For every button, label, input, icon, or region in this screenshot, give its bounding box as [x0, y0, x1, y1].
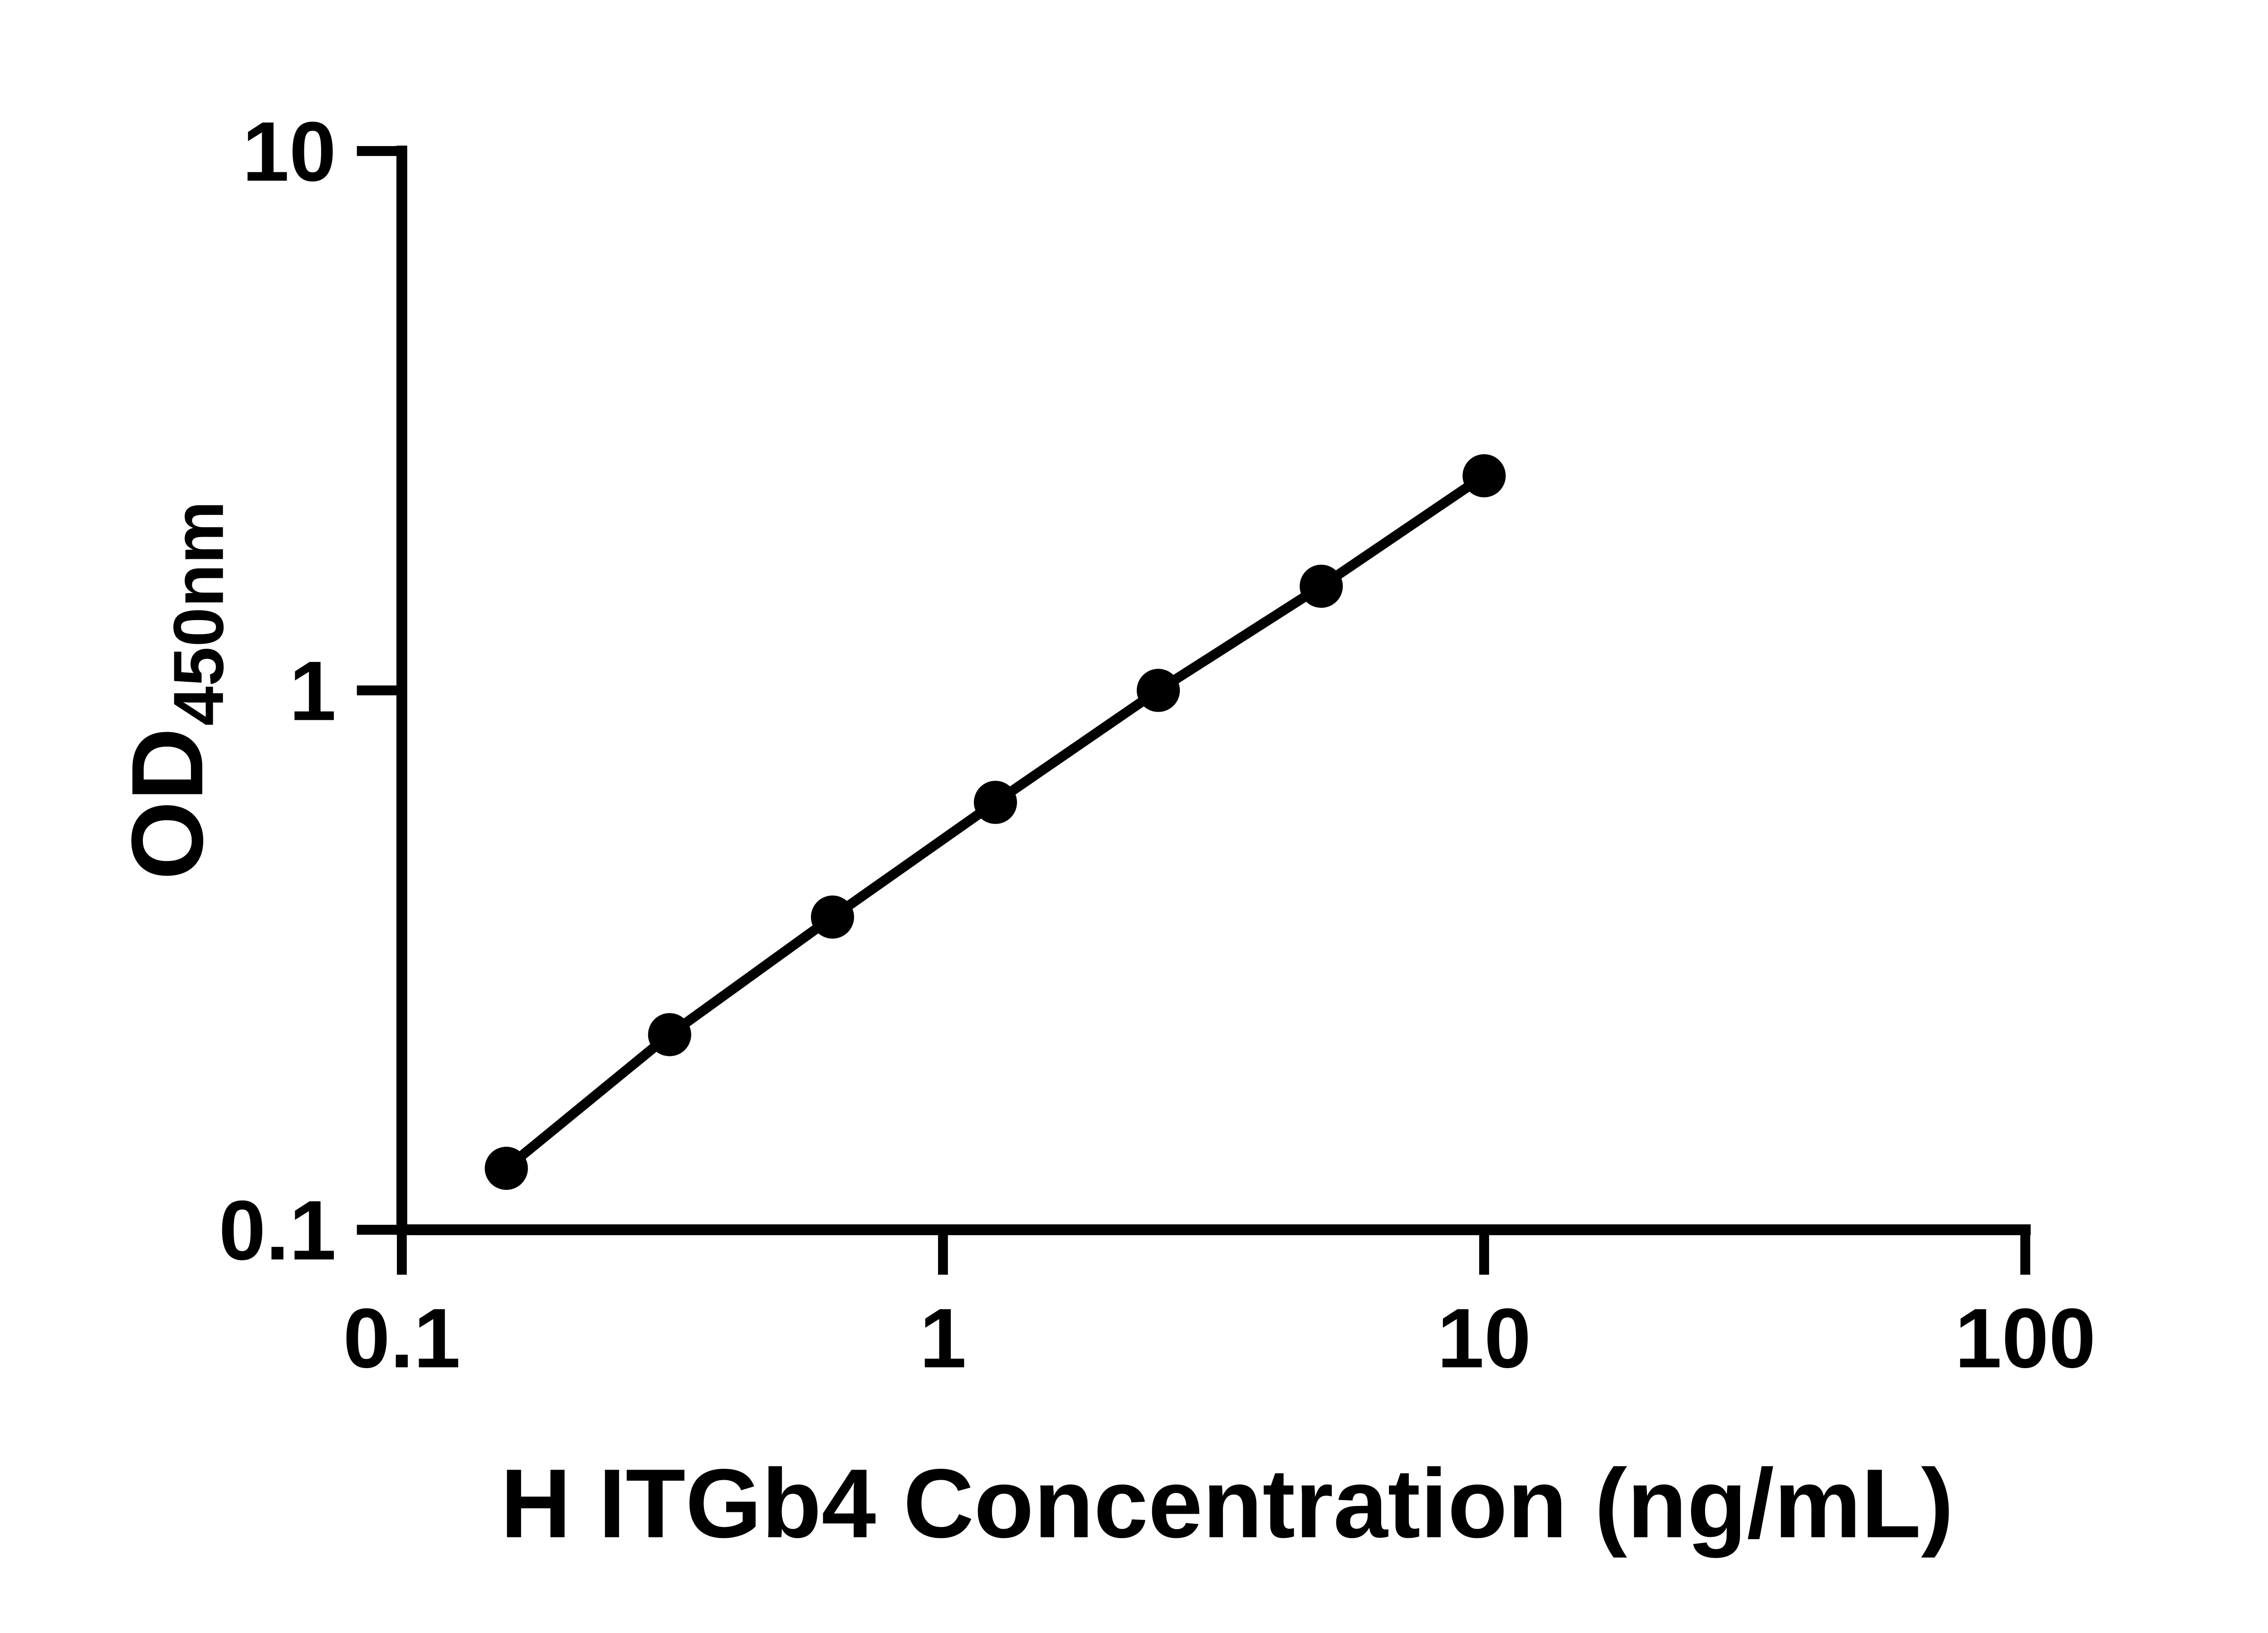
axes: [396, 146, 2031, 1235]
data-point-6: [1300, 564, 1343, 608]
data-series: [484, 454, 1506, 1190]
x-tick-label-1: 1: [919, 1291, 967, 1385]
y-tick-label-0.1: 0.1: [219, 1183, 336, 1277]
y-axis-title: OD 450nm: [111, 501, 239, 880]
tick-labels: 0.1 1 10 0.1 1 10 100: [219, 104, 2096, 1385]
x-tick-label-10: 10: [1437, 1291, 1531, 1385]
data-point-7: [1462, 454, 1506, 498]
y-tick-label-1: 1: [289, 644, 337, 738]
data-point-2: [648, 1013, 691, 1056]
y-tick-label-10: 10: [242, 104, 336, 199]
data-point-3: [811, 895, 854, 939]
x-tick-label-0.1: 0.1: [343, 1291, 460, 1385]
y-axis-title-subscript: 450nm: [159, 501, 238, 726]
y-axis-title-main: OD: [111, 728, 224, 880]
data-point-1: [484, 1147, 528, 1190]
data-point-4: [973, 781, 1017, 824]
x-tick-label-100: 100: [1955, 1291, 2096, 1385]
tick-marks: [357, 146, 2030, 1275]
data-point-5: [1137, 669, 1180, 712]
x-axis-title: H ITGb4 Concentration (ng/mL): [500, 1448, 1954, 1558]
